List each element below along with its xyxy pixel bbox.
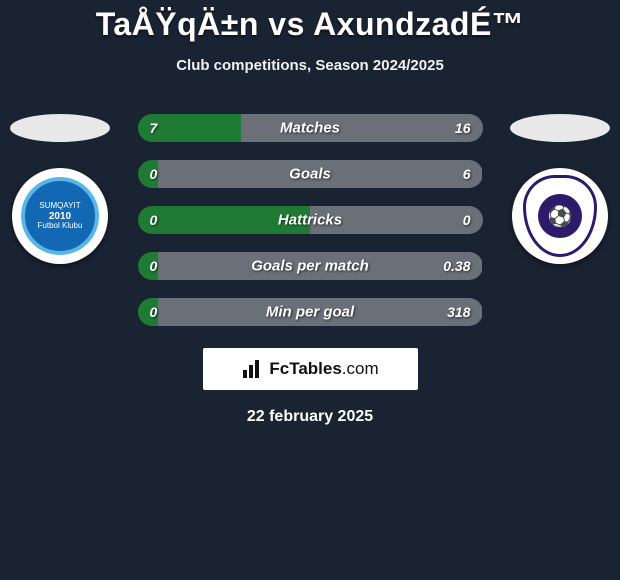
player-left-column: SUMQAYIT 2010 Futbol Klubu <box>10 114 110 264</box>
stat-value-right: 0.38 <box>443 258 470 274</box>
stat-label: Matches <box>280 120 340 137</box>
club-badge-left-inner: SUMQAYIT 2010 Futbol Klubu <box>21 177 99 255</box>
brand-text-bold: FcTables <box>269 359 341 378</box>
stat-bar: 0 0.38 Goals per match <box>138 252 483 280</box>
club-badge-right: ⚽ <box>512 168 608 264</box>
stat-bars: 7 16 Matches 0 6 Goals 0 0 Hattricks 0 0.38 Goals p… <box>138 114 483 326</box>
stat-bar: 7 16 Matches <box>138 114 483 142</box>
stat-value-left: 0 <box>150 304 158 320</box>
stats-area: SUMQAYIT 2010 Futbol Klubu ⚽ 7 16 Matches 0… <box>0 114 620 326</box>
club-badge-right-core: ⚽ <box>538 194 582 238</box>
brand-box: FcTables.com <box>203 348 418 390</box>
bar-chart-icon <box>241 360 263 378</box>
stat-value-right: 6 <box>463 166 471 182</box>
date-text: 22 february 2025 <box>0 408 620 426</box>
subtitle: Club competitions, Season 2024/2025 <box>0 57 620 74</box>
soccer-ball-icon: ⚽ <box>548 204 573 229</box>
stat-bar: 0 0 Hattricks <box>138 206 483 234</box>
stat-value-right: 16 <box>455 120 471 136</box>
stat-label: Hattricks <box>278 212 342 229</box>
club-left-year: 2010 <box>49 211 71 222</box>
stat-value-left: 7 <box>150 120 158 136</box>
club-left-bottom-text: Futbol Klubu <box>38 222 83 231</box>
stat-bar-right-fill <box>241 114 483 142</box>
club-left-top-text: SUMQAYIT <box>39 202 80 211</box>
brand-text-light: .com <box>342 359 379 378</box>
brand-text: FcTables.com <box>269 359 378 379</box>
stat-value-right: 0 <box>463 212 471 228</box>
stat-label: Goals <box>289 166 331 183</box>
stat-value-left: 0 <box>150 166 158 182</box>
stat-bar: 0 318 Min per goal <box>138 298 483 326</box>
player-left-silhouette <box>10 114 110 142</box>
stat-value-left: 0 <box>150 212 158 228</box>
stat-label: Goals per match <box>251 258 369 275</box>
club-badge-left: SUMQAYIT 2010 Futbol Klubu <box>12 168 108 264</box>
stat-label: Min per goal <box>266 304 354 321</box>
page-title: TaÅŸqÄ±n vs AxundzadÉ™ <box>0 0 620 43</box>
player-right-silhouette <box>510 114 610 142</box>
player-right-column: ⚽ <box>510 114 610 264</box>
stat-value-left: 0 <box>150 258 158 274</box>
stat-bar: 0 6 Goals <box>138 160 483 188</box>
stat-value-right: 318 <box>447 304 470 320</box>
club-badge-right-shield: ⚽ <box>523 175 597 257</box>
